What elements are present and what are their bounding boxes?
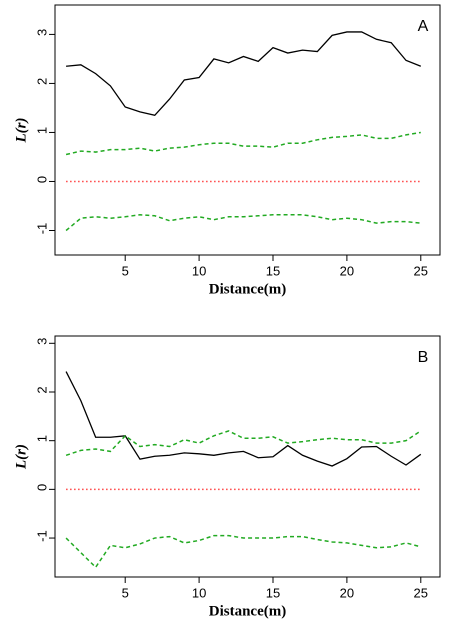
series-line <box>65 214 421 232</box>
plot-frame <box>54 4 441 256</box>
panel-label: B <box>418 349 429 366</box>
y-tick-label: 2 <box>34 78 49 85</box>
x-tick-label: 5 <box>122 585 129 600</box>
y-tick-label: 0 <box>34 484 49 491</box>
x-tick-label: 20 <box>340 263 354 278</box>
y-tick-label: -1 <box>34 530 49 542</box>
y-tick-label: 0 <box>34 176 49 183</box>
x-tick-label: 5 <box>122 263 129 278</box>
y-axis-label: L(r) <box>13 118 29 144</box>
y-axis-label: L(r) <box>13 444 29 470</box>
x-tick-label: 25 <box>414 585 428 600</box>
x-tick-label: 15 <box>266 263 280 278</box>
y-tick-label: 3 <box>34 29 49 36</box>
y-tick-label: -1 <box>34 223 49 235</box>
y-tick-label: 2 <box>34 386 49 393</box>
series-line <box>65 430 422 456</box>
panel-label: A <box>418 18 429 35</box>
x-tick-label: 10 <box>192 263 206 278</box>
plot-frame <box>54 335 441 578</box>
x-axis-label: Distance(m) <box>209 281 286 297</box>
x-tick-label: 25 <box>414 263 428 278</box>
x-tick-label: 20 <box>340 585 354 600</box>
y-tick-label: 3 <box>34 338 49 345</box>
x-axis-label: Distance(m) <box>209 603 286 619</box>
y-tick-label: 1 <box>34 127 49 134</box>
x-tick-label: 10 <box>192 585 206 600</box>
series-line <box>65 131 421 156</box>
y-tick-label: 1 <box>34 435 49 442</box>
series-line <box>65 371 422 467</box>
series-line <box>66 31 422 117</box>
x-tick-label: 15 <box>266 585 280 600</box>
series-line <box>65 534 421 569</box>
